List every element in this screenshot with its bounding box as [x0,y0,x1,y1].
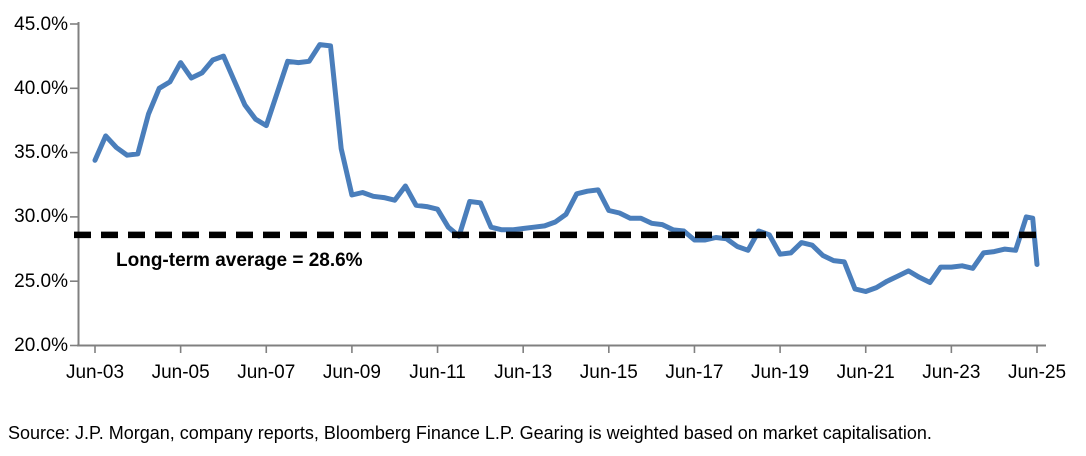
y-tick-label: 35.0% [14,142,68,164]
y-tick-label: 25.0% [14,270,68,292]
x-tick-label: Jun-15 [579,362,638,383]
y-tick-label: 20.0% [14,335,68,356]
x-tick-label: Jun-03 [65,362,125,383]
source-note: Source: J.P. Morgan, company reports, Bl… [8,423,932,443]
x-tick-label: Jun-09 [322,362,381,383]
x-tick-label: Jun-23 [922,362,981,383]
x-tick-label: Jun-07 [237,362,296,383]
y-tick-label: 45.0% [14,13,68,35]
x-tick-label: Jun-19 [751,362,810,383]
y-tick-label: 30.0% [14,206,68,228]
y-tick-label: 40.0% [14,77,68,99]
axes [70,22,1046,353]
x-tick-label: Jun-25 [1007,362,1067,383]
x-tick-label: Jun-17 [665,362,724,383]
x-tick-label: Jun-13 [494,362,553,383]
gearing-series-line [92,42,1040,294]
x-tick-label: Jun-05 [151,362,210,383]
x-tick-label: Jun-21 [836,362,895,383]
x-tick-label: Jun-11 [409,362,466,383]
average-annotation-label: Long-term average = 28.6% [116,250,363,271]
